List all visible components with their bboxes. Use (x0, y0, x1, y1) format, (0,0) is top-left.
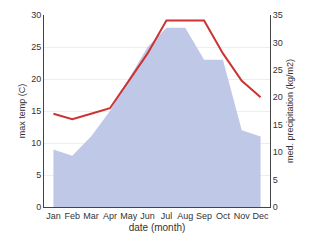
svg-text:10: 10 (273, 147, 283, 157)
svg-text:25: 25 (273, 65, 283, 75)
svg-text:Feb: Feb (64, 211, 80, 221)
svg-text:5: 5 (273, 175, 278, 185)
svg-text:May: May (120, 211, 138, 221)
svg-text:20: 20 (273, 92, 283, 102)
svg-text:Jun: Jun (140, 211, 155, 221)
svg-text:20: 20 (31, 74, 41, 84)
svg-text:max temp (C): max temp (C) (17, 84, 27, 139)
svg-text:Nov: Nov (234, 211, 251, 221)
svg-text:Sep: Sep (196, 211, 212, 221)
svg-text:15: 15 (31, 106, 41, 116)
svg-text:Mar: Mar (83, 211, 99, 221)
svg-text:Jul: Jul (161, 211, 173, 221)
svg-text:5: 5 (36, 170, 41, 180)
svg-text:10: 10 (31, 138, 41, 148)
svg-text:Oct: Oct (216, 211, 231, 221)
svg-text:0: 0 (273, 202, 278, 212)
svg-text:Dec: Dec (253, 211, 270, 221)
svg-text:30: 30 (31, 10, 41, 20)
svg-text:Aug: Aug (177, 211, 193, 221)
svg-text:25: 25 (31, 42, 41, 52)
svg-text:0: 0 (36, 202, 41, 212)
svg-text:30: 30 (273, 38, 283, 48)
svg-text:date (month): date (month) (129, 222, 186, 233)
svg-text:Jan: Jan (46, 211, 61, 221)
svg-text:35: 35 (273, 10, 283, 20)
svg-text:Apr: Apr (103, 211, 117, 221)
svg-text:15: 15 (273, 120, 283, 130)
svg-text:med. precipitation (kg/m2): med. precipitation (kg/m2) (285, 59, 295, 163)
